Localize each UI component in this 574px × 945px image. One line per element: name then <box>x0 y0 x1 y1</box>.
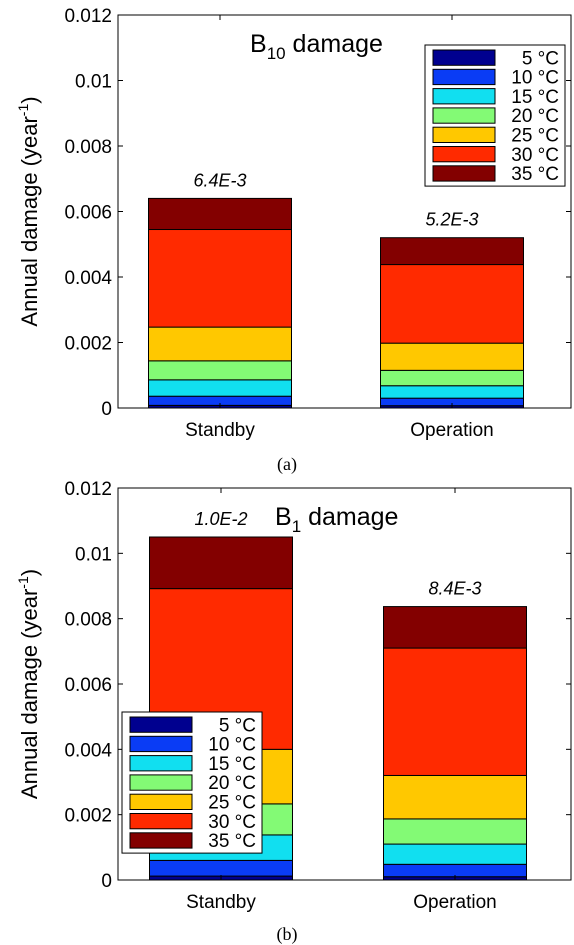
legend-swatch <box>432 165 496 182</box>
legend-label: 15 °C <box>208 754 256 775</box>
bar-segment <box>380 342 524 371</box>
y-tick-label: 0.006 <box>64 675 112 696</box>
legend-label: 10 °C <box>208 735 256 756</box>
y-tick-label: 0.008 <box>64 137 112 158</box>
bar-segment <box>383 843 527 865</box>
x-tick-label: Operation <box>413 892 496 913</box>
legend-swatch <box>432 146 496 163</box>
legend-swatch <box>129 774 193 791</box>
bar-total-label: 8.4E-3 <box>428 579 481 599</box>
legend-swatch <box>432 68 496 86</box>
legend-swatch <box>129 755 193 772</box>
y-tick-label: 0.002 <box>64 806 112 827</box>
y-tick-label: 0.002 <box>64 334 112 355</box>
bar-segment <box>380 369 524 387</box>
bar-segment <box>148 326 292 362</box>
bar-segment <box>149 859 293 877</box>
bar-total-label: 6.4E-3 <box>193 170 246 190</box>
legend-swatch <box>432 126 496 143</box>
y-tick-label: 0 <box>101 399 112 420</box>
chart-title: B1 damage <box>275 503 398 536</box>
legend-label: 30 °C <box>208 812 256 833</box>
bar-segment <box>380 264 524 344</box>
y-tick-label: 0.012 <box>64 6 112 27</box>
bar-segment <box>383 647 527 776</box>
legend-swatch <box>432 88 496 105</box>
y-tick-label: 0.01 <box>75 544 112 565</box>
bar-total-label: 1.0E-2 <box>194 509 247 529</box>
legend-swatch <box>129 832 193 849</box>
legend-swatch <box>129 793 193 811</box>
bar-segment <box>148 197 292 231</box>
y-tick-label: 0.008 <box>64 610 112 631</box>
bar-segment <box>383 818 527 845</box>
legend-label: 30 °C <box>511 145 559 166</box>
legend-swatch <box>129 716 193 733</box>
legend: 5 °C10 °C15 °C20 °C25 °C30 °C35 °C <box>121 711 263 854</box>
x-tick-label: Standby <box>185 420 255 441</box>
y-tick-label: 0.004 <box>64 268 112 289</box>
y-axis-label: Annual damage (year-1) <box>15 96 42 326</box>
legend-label: 5 °C <box>522 48 559 69</box>
legend-swatch <box>432 49 496 66</box>
bar-segment <box>380 385 524 399</box>
y-tick-label: 0.006 <box>64 203 112 224</box>
legend-label: 25 °C <box>208 793 256 814</box>
legend-label: 5 °C <box>219 715 256 736</box>
chart-title: B10 damage <box>250 30 383 63</box>
legend-swatch <box>432 107 496 124</box>
legend-label: 35 °C <box>208 831 256 852</box>
legend-swatch <box>129 735 193 753</box>
y-tick-label: 0.004 <box>64 740 112 761</box>
y-tick-label: 0.01 <box>75 72 112 93</box>
legend-label: 25 °C <box>511 126 559 147</box>
figure-caption: (b) <box>277 924 298 945</box>
legend-swatch <box>129 813 193 830</box>
legend: 5 °C10 °C15 °C20 °C25 °C30 °C35 °C <box>424 44 566 187</box>
figure-caption: (a) <box>277 454 297 475</box>
chart-b: 0 0.002 0.004 0.006 0.008 0.01 0.012 Annual dam… <box>15 479 572 945</box>
bar-segment <box>148 379 292 397</box>
x-tick-label: Operation <box>410 420 493 441</box>
bar-segment <box>383 863 527 878</box>
bar-total-label: 5.2E-3 <box>425 210 478 230</box>
legend-label: 35 °C <box>511 164 559 185</box>
legend-label: 15 °C <box>511 87 559 108</box>
legend-label: 20 °C <box>208 773 256 794</box>
bar-segment <box>383 606 527 649</box>
y-axis-label: Annual damage (year-1) <box>15 569 42 799</box>
legend-label: 20 °C <box>511 106 559 127</box>
bar-segment <box>383 774 527 820</box>
y-tick-label: 0.012 <box>64 479 112 500</box>
y-tick-label: 0 <box>101 871 112 892</box>
bar-segment <box>380 237 524 266</box>
bar-segment <box>149 536 293 590</box>
legend-label: 10 °C <box>511 68 559 89</box>
bar-segment <box>148 229 292 328</box>
bar-segment <box>148 360 292 381</box>
x-tick-label: Standby <box>186 892 256 913</box>
chart-a: 0 0.002 0.004 0.006 0.008 0.01 0.012 Annual dam… <box>15 6 572 475</box>
